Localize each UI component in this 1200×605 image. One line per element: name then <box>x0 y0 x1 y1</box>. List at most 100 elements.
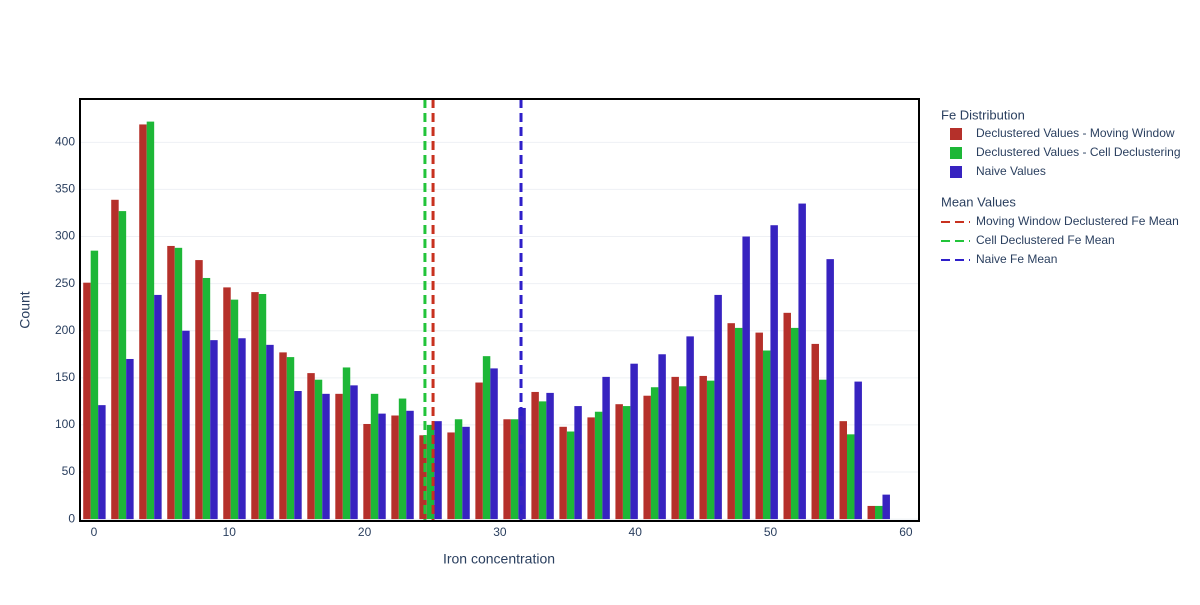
bar <box>755 332 763 520</box>
bar <box>594 411 603 520</box>
x-tick-label: 10 <box>223 525 237 539</box>
y-tick-label: 350 <box>55 182 75 196</box>
bar <box>251 292 259 520</box>
bar <box>307 373 315 520</box>
bar <box>686 336 694 520</box>
bar <box>510 419 519 520</box>
bar <box>671 376 679 520</box>
bar <box>783 312 791 520</box>
bar <box>223 287 231 520</box>
bar <box>322 393 330 520</box>
bar <box>447 432 455 520</box>
legend-label: Naive Fe Mean <box>976 252 1057 266</box>
bar <box>475 382 483 520</box>
bar <box>762 350 771 520</box>
x-tick-label: 20 <box>358 525 372 539</box>
bar <box>811 343 819 520</box>
legend-label: Moving Window Declustered Fe Mean <box>976 214 1179 228</box>
bar <box>490 368 498 520</box>
bar <box>363 423 371 520</box>
bar <box>279 352 287 520</box>
legend-label: Declustered Values - Cell Declustering <box>976 145 1181 159</box>
bar <box>559 426 567 520</box>
bar <box>727 323 735 520</box>
bar <box>742 236 750 520</box>
bar <box>462 426 470 520</box>
bar <box>391 415 399 520</box>
bar <box>426 424 435 520</box>
legend-swatch <box>950 147 962 159</box>
bar <box>139 124 147 520</box>
bar <box>482 356 491 520</box>
bar <box>790 327 799 520</box>
bar <box>622 406 631 520</box>
y-tick-label: 300 <box>55 229 75 243</box>
bar <box>882 494 890 520</box>
bar <box>111 199 119 520</box>
y-tick-label: 400 <box>55 135 75 149</box>
bar <box>210 340 218 520</box>
bar <box>839 421 847 520</box>
bar <box>266 344 274 520</box>
y-tick-label: 250 <box>55 276 75 290</box>
bar <box>182 330 190 520</box>
y-tick-label: 50 <box>62 464 76 478</box>
bar <box>503 419 511 520</box>
bar <box>546 392 554 520</box>
bar <box>398 398 407 520</box>
bar <box>286 357 295 520</box>
legend-title: Fe Distribution <box>941 107 1025 122</box>
bar <box>342 367 351 520</box>
bar <box>678 386 687 520</box>
legend-label: Cell Declustered Fe Mean <box>976 233 1115 247</box>
bar <box>538 401 547 520</box>
bar <box>118 211 127 520</box>
bar <box>294 391 302 520</box>
bar <box>314 379 323 520</box>
bar <box>615 404 623 520</box>
bar <box>706 380 715 520</box>
bar <box>238 338 246 520</box>
bar <box>650 387 659 520</box>
bar <box>566 431 575 520</box>
bar <box>770 225 778 520</box>
bar <box>434 421 442 520</box>
y-tick-label: 200 <box>55 323 75 337</box>
bar <box>798 203 806 520</box>
bar <box>846 434 855 520</box>
x-tick-label: 30 <box>493 525 507 539</box>
bar <box>454 419 463 520</box>
bar <box>714 294 722 520</box>
bar <box>602 376 610 520</box>
bar <box>202 277 211 520</box>
bar <box>818 379 827 520</box>
bar <box>826 259 834 520</box>
x-tick-label: 40 <box>629 525 643 539</box>
bar <box>154 294 162 520</box>
bar <box>195 260 203 520</box>
bar <box>258 293 267 520</box>
x-tick-label: 50 <box>764 525 778 539</box>
bar <box>230 299 239 520</box>
bar <box>854 381 862 520</box>
x-tick-label: 0 <box>91 525 98 539</box>
bar <box>167 245 175 520</box>
y-tick-label: 150 <box>55 370 75 384</box>
bar <box>406 410 414 520</box>
bar <box>419 435 427 520</box>
bar <box>658 354 666 520</box>
bar <box>146 121 155 520</box>
bar <box>83 282 91 520</box>
bar <box>335 393 343 520</box>
bar <box>734 327 743 520</box>
bar <box>531 391 539 520</box>
bar <box>643 395 651 520</box>
legend-group-title: Mean Values <box>941 194 1016 209</box>
bar <box>98 405 106 520</box>
y-tick-label: 0 <box>68 511 75 525</box>
bar <box>630 363 638 520</box>
bar <box>867 505 876 520</box>
bar <box>378 413 386 520</box>
legend-swatch <box>950 128 962 140</box>
